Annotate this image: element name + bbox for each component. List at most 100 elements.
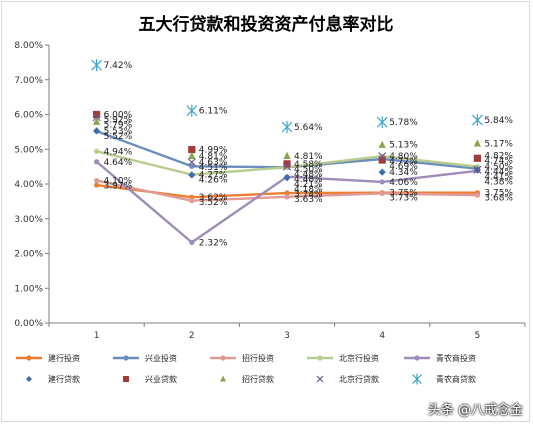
data-label: 5.64% bbox=[294, 123, 323, 133]
data-label: 4.81% bbox=[199, 152, 228, 162]
line-point bbox=[189, 163, 195, 169]
legend-label: 青农商投资 bbox=[436, 353, 476, 363]
series-markers bbox=[91, 59, 483, 182]
legend-swatch bbox=[316, 375, 324, 383]
data-point bbox=[93, 117, 101, 125]
line-point bbox=[379, 190, 385, 196]
data-point bbox=[187, 158, 196, 167]
legend-swatch-point bbox=[26, 355, 32, 361]
marker-stroke bbox=[378, 152, 387, 161]
marker-stroke bbox=[282, 162, 292, 171]
y-tick-label: 2.00% bbox=[14, 250, 43, 260]
data-label: 5.79% bbox=[104, 121, 133, 131]
data-label: 3.73% bbox=[389, 194, 418, 204]
data-label: 4.10% bbox=[104, 177, 133, 187]
legend-swatch-point bbox=[414, 355, 420, 361]
legend-swatch bbox=[26, 376, 32, 382]
data-label: 5.17% bbox=[484, 139, 513, 149]
line-point bbox=[94, 148, 100, 154]
data-point bbox=[188, 151, 196, 159]
legend-swatch bbox=[123, 376, 129, 382]
data-label: 6.00% bbox=[104, 111, 133, 121]
data-point bbox=[376, 116, 388, 129]
data-label: 4.38% bbox=[484, 178, 513, 188]
legend-item: 青农商贷款 bbox=[412, 373, 476, 385]
data-label: 4.99% bbox=[199, 146, 228, 156]
marker-stroke bbox=[473, 165, 482, 174]
data-label: 3.74% bbox=[294, 190, 323, 200]
line-point bbox=[94, 159, 100, 165]
marker-stroke bbox=[187, 158, 196, 167]
legend-item: 招行投资 bbox=[210, 353, 274, 363]
legend-item: 建行贷款 bbox=[26, 374, 80, 384]
legend-swatch bbox=[412, 373, 422, 385]
watermark: 头条 @八戒念金 bbox=[427, 403, 523, 418]
data-label: 4.48% bbox=[294, 175, 323, 185]
data-label: 4.18% bbox=[294, 185, 323, 195]
x-tick-label: 1 bbox=[94, 331, 100, 341]
legend-item: 兴业投资 bbox=[113, 353, 177, 363]
y-tick-label: 7.00% bbox=[14, 76, 43, 86]
data-label: 4.34% bbox=[389, 168, 418, 178]
x-tick-label: 2 bbox=[189, 331, 195, 341]
data-point bbox=[93, 110, 101, 119]
data-label: 5.13% bbox=[389, 141, 418, 151]
legend-label: 建行投资 bbox=[48, 353, 80, 363]
data-point bbox=[282, 162, 292, 171]
data-label: 2.32% bbox=[199, 238, 228, 248]
marker-stroke bbox=[92, 113, 101, 122]
data-label: 6.11% bbox=[199, 107, 228, 117]
data-label: 5.92% bbox=[104, 116, 133, 126]
data-point bbox=[283, 174, 291, 182]
data-label: 3.63% bbox=[294, 195, 323, 205]
legend-label: 北京行贷款 bbox=[339, 374, 379, 384]
y-tick-label: 3.00% bbox=[14, 215, 43, 225]
x-tick-label: 5 bbox=[475, 331, 481, 341]
legend-label: 北京行投资 bbox=[339, 353, 379, 363]
line-point bbox=[189, 198, 195, 204]
data-point bbox=[378, 152, 387, 161]
series-line-4 bbox=[95, 160, 478, 244]
data-label: 4.74% bbox=[484, 157, 513, 167]
data-label: 4.72% bbox=[389, 157, 418, 167]
data-label: 4.63% bbox=[199, 158, 228, 168]
legend-item: 北京行投资 bbox=[307, 353, 379, 363]
data-point bbox=[92, 113, 101, 122]
data-label: 5.53% bbox=[104, 127, 133, 137]
line-point bbox=[189, 239, 195, 245]
legend-item: 兴业贷款 bbox=[123, 374, 177, 384]
line-point bbox=[94, 177, 100, 184]
legend-item: 北京行贷款 bbox=[316, 374, 379, 384]
axes: 0.00% 1.00% 2.00% 3.00% 4.00% 5.00% 6.00% 7.00%… bbox=[14, 41, 526, 341]
x-tick-label: 3 bbox=[284, 331, 290, 341]
data-label: 4.64% bbox=[104, 158, 133, 168]
data-label: 3.68% bbox=[484, 194, 513, 204]
legend-swatch-point bbox=[123, 355, 129, 361]
data-point bbox=[378, 168, 386, 176]
data-label: 4.69% bbox=[389, 162, 418, 172]
data-point bbox=[473, 139, 481, 147]
data-label: 3.62% bbox=[199, 193, 228, 203]
data-point bbox=[281, 121, 293, 134]
legend-item: 招行贷款 bbox=[220, 374, 274, 384]
data-label: 4.27% bbox=[199, 171, 228, 181]
data-label: 3.75% bbox=[484, 189, 513, 199]
data-label: 4.41% bbox=[484, 173, 513, 183]
data-point bbox=[378, 156, 386, 164]
line-point bbox=[474, 192, 480, 198]
data-label: 3.52% bbox=[199, 198, 228, 208]
data-label: 4.50% bbox=[484, 163, 513, 173]
data-label: 4.94% bbox=[104, 147, 133, 157]
legend-swatch-point bbox=[317, 355, 323, 361]
data-point bbox=[188, 171, 196, 179]
data-label: 4.21% bbox=[294, 180, 323, 190]
legend-label: 青农商贷款 bbox=[436, 374, 476, 384]
data-label: 4.80% bbox=[389, 152, 418, 162]
data-point bbox=[473, 165, 482, 174]
data-label: 4.58% bbox=[294, 160, 323, 170]
line-point bbox=[94, 182, 100, 188]
series-lines bbox=[94, 128, 480, 245]
data-point bbox=[283, 151, 291, 159]
